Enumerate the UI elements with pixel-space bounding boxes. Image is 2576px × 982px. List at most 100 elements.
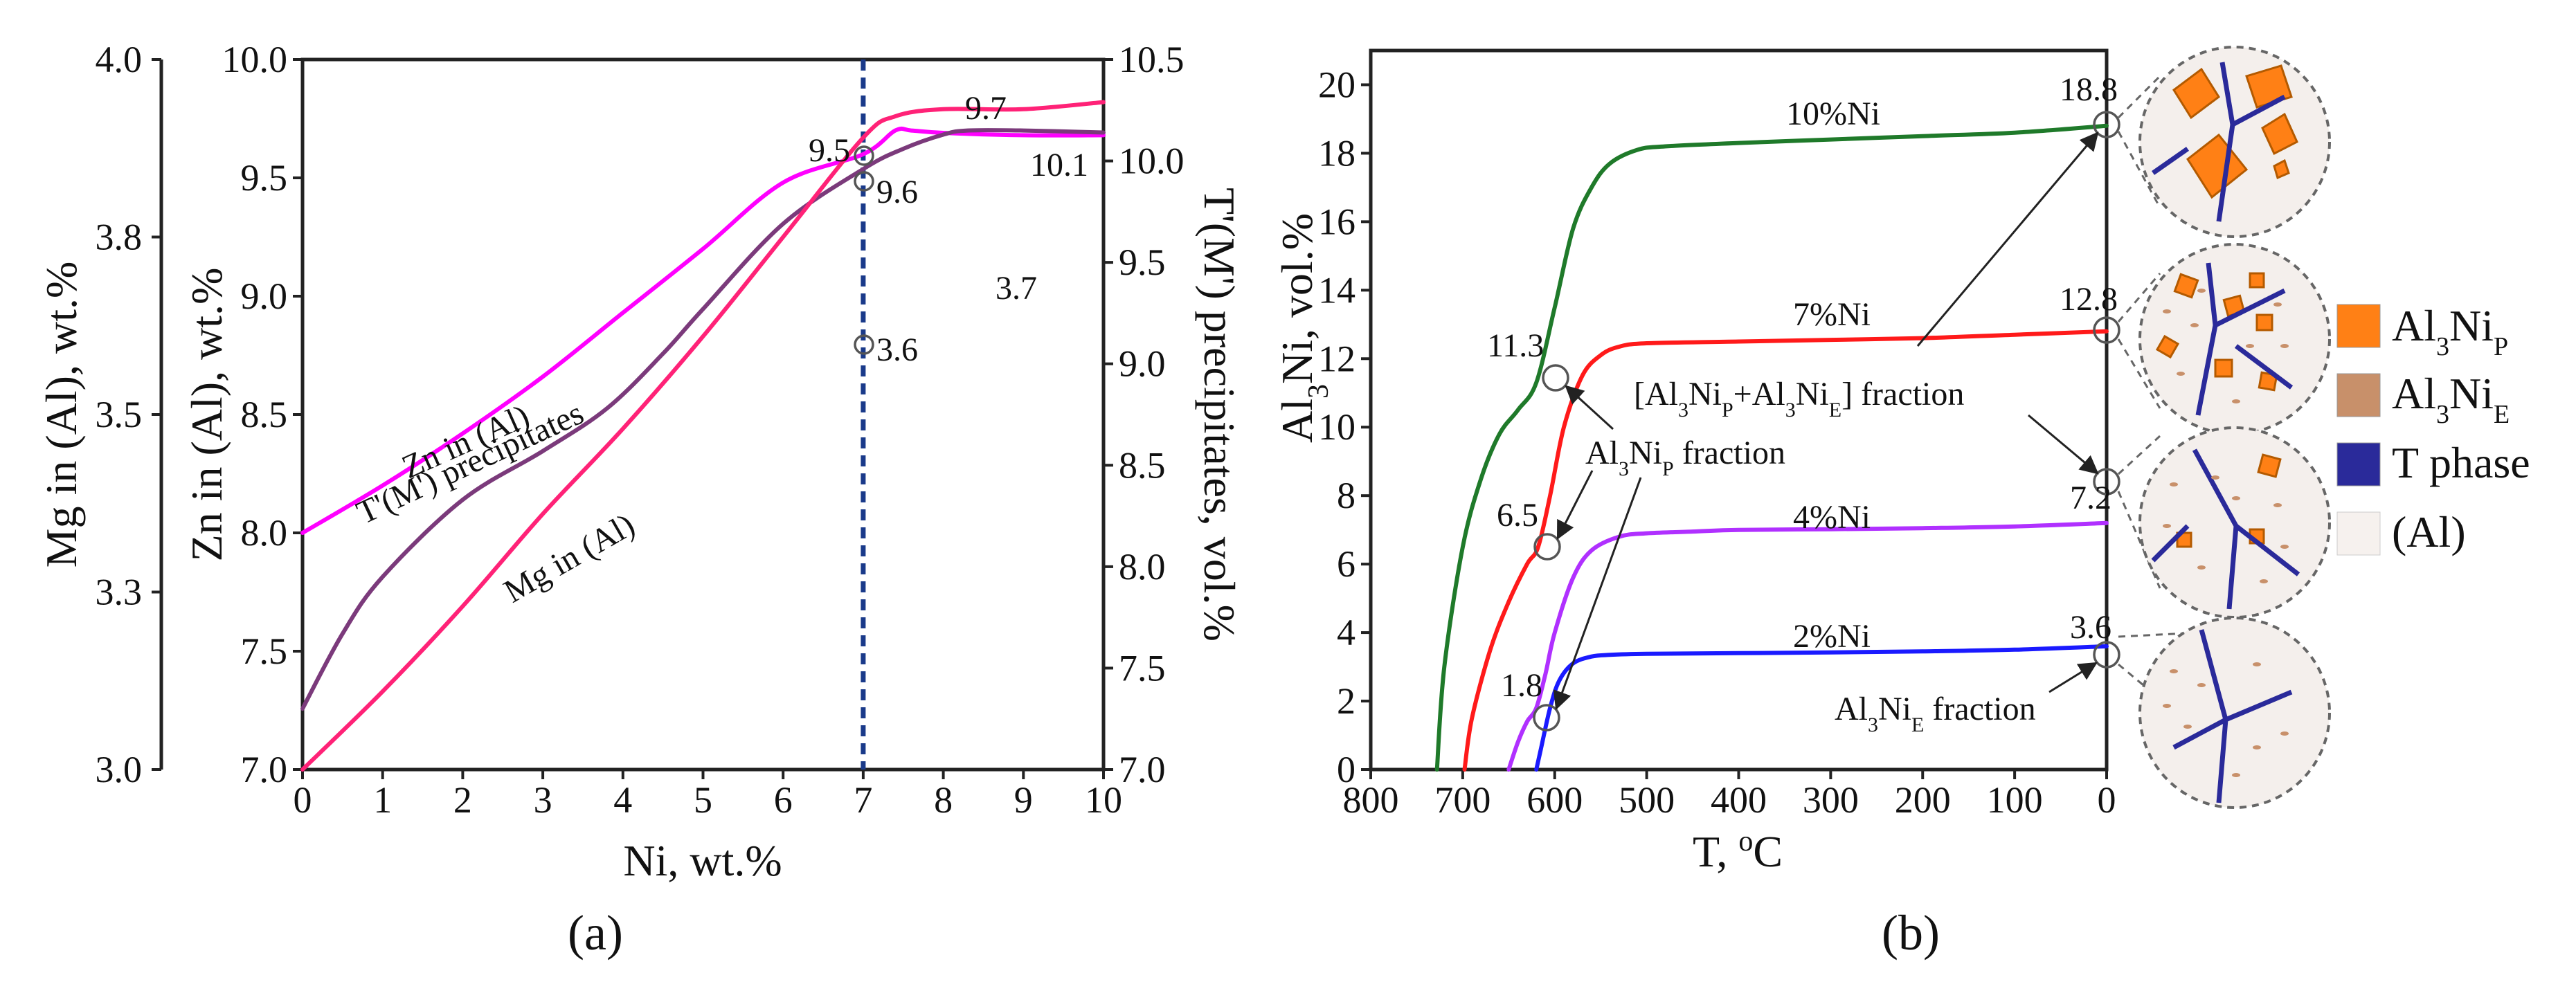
- panel-a-t-tick-label: 9.0: [1119, 343, 1166, 385]
- legend-swatch-al: [2336, 511, 2381, 556]
- panel-a-x-tick-label: 10: [1085, 779, 1122, 821]
- panel-a-x-axis-title: Ni, wt.%: [623, 836, 782, 885]
- panel-a-x-tick-label: 7: [854, 779, 872, 821]
- panel-a-zn-tick-label: 8.5: [241, 394, 288, 435]
- panel-b-annotation-18.8: 18.8: [2060, 71, 2118, 108]
- legend-label-t-phase: T phase: [2392, 438, 2530, 487]
- panel-b-x-axis-title: T, oC: [1693, 826, 1783, 876]
- panel-a-annotation-3.7: 3.7: [996, 270, 1037, 307]
- legend-label-al3ni-e: Al3NiE: [2392, 369, 2510, 429]
- panel-a-t-tick-label: 8.5: [1119, 444, 1166, 486]
- panel-a-mg-ticks: 3.0 3.3 3.5 3.8 4.0: [96, 39, 161, 790]
- panel-a-annotation-3.6: 3.6: [876, 331, 918, 368]
- panel-b-marker-12.8: [2093, 316, 2120, 344]
- panel-b-label: (b): [1882, 905, 1940, 961]
- legend-label-al: (Al): [2392, 507, 2466, 556]
- panel-b-annotation-6.5: 6.5: [1497, 497, 1538, 534]
- panel-a-series-line: [300, 128, 1106, 711]
- panel-b-label-4ni: 4%Ni: [1793, 499, 1871, 536]
- panel-b-marker-11.3: [1542, 364, 1569, 392]
- panel-b-y-tick-label: 12: [1318, 338, 1355, 379]
- panel-a-zn-tick-label: 10.0: [222, 39, 288, 80]
- panel-b-marker-1.8: [1533, 704, 1560, 731]
- panel-a-curves: [300, 100, 1106, 772]
- panel-a-t-tick-label: 10.0: [1119, 140, 1185, 182]
- panel-a-x-tick-label: 2: [453, 779, 472, 821]
- panel-a-x-tick-label: 6: [774, 779, 793, 821]
- panel-b-y-tick-label: 10: [1318, 406, 1355, 448]
- microstructure-4ni: [2138, 426, 2331, 619]
- microstructure-10ni: [2138, 46, 2331, 238]
- panel-b-arrow-eutectic-to-3.6: [2048, 662, 2098, 693]
- panel-a-zn-ticks: 7.0 7.5 8.0 8.5 9.0 9.5 10.0: [222, 39, 303, 790]
- panel-a-zn-tick-label: 9.0: [241, 275, 288, 317]
- panel-a-x-tick-label: 3: [534, 779, 552, 821]
- panel-b-annotation-12.8: 12.8: [2060, 281, 2118, 318]
- panel-a-mg-tick-label: 3.5: [96, 394, 143, 435]
- panel-b-arrow-total-to-18.8: [1916, 131, 2099, 347]
- microstructure-7ni: [2138, 243, 2331, 435]
- panel-a-zn-axis-title: Zn in (Al), wt.%: [182, 268, 231, 562]
- panel-a-mg-curve-label: Mg in (Al): [498, 507, 641, 610]
- panel-b-y-tick-label: 0: [1337, 749, 1355, 790]
- panel-b-x-tick-label: 500: [1619, 779, 1675, 821]
- panel-a-t-tick-label: 8.0: [1119, 546, 1166, 588]
- panel-b-y-tick-label: 8: [1337, 475, 1355, 516]
- panel-b-arrow-primary-to-1.8: [1553, 477, 1642, 711]
- panel-b-x-tick-label: 700: [1434, 779, 1490, 821]
- microstructure-illustrations: [2117, 46, 2331, 809]
- panel-a-annotation-9.5: 9.5: [809, 132, 850, 169]
- legend: Al3NiP Al3NiE T phase (Al): [2336, 301, 2530, 556]
- panel-b-y-tick-label: 16: [1318, 201, 1355, 242]
- panel-a-x-tick-label: 1: [373, 779, 392, 821]
- legend-label-al3ni-p: Al3NiP: [2392, 301, 2508, 361]
- panel-a-t-tick-label: 7.0: [1119, 749, 1166, 790]
- panel-b-marker-7.2: [2093, 468, 2120, 495]
- panel-a-x-ticks: 0 1 2 3 4 5 6 7 8 9 10: [294, 770, 1122, 821]
- panel-b-marker-6.5: [1533, 533, 1561, 561]
- leader-lines-10ni: [2117, 75, 2161, 208]
- panel-a-annotation-9.6: 9.6: [876, 174, 918, 210]
- panel-a-plot-frame: [300, 57, 1106, 772]
- panel-b-annotation-7.2: 7.2: [2070, 480, 2111, 516]
- panel-b-annotation-3.6: 3.6: [2070, 609, 2111, 646]
- panel-b-eutectic-fraction-label: Al3NiE fraction: [1835, 691, 2036, 736]
- legend-swatch-t-phase: [2336, 442, 2381, 487]
- panel-b-arrow-primary-to-6.5: [1556, 470, 1594, 540]
- panel-b-series-line: [1434, 123, 2109, 772]
- panel-a-t-tick-label: 10.5: [1119, 39, 1185, 80]
- panel-a-zn-tick-label: 8.0: [241, 512, 288, 554]
- panel-a-marker-zn: [854, 145, 874, 166]
- panel-b-label-7ni: 7%Ni: [1793, 296, 1871, 333]
- panel-a-t-ticks: 7.0 7.5 8.0 8.5 9.0 9.5 10.0 10.5: [1104, 39, 1185, 790]
- panel-a-t-tick-label: 9.5: [1119, 242, 1166, 283]
- panel-b-y-tick-label: 18: [1318, 132, 1355, 174]
- leader-lines-2ni: [2118, 632, 2188, 700]
- panel-b-series-line: [1462, 329, 2109, 772]
- panel-b-x-tick-label: 600: [1526, 779, 1583, 821]
- leader-lines-4ni: [2117, 435, 2161, 589]
- panel-a-mg-tick-label: 3.8: [96, 217, 143, 258]
- panel-b-x-tick-label: 200: [1895, 779, 1951, 821]
- panel-b-chart: 0 2 4 6 8 10 12 14 16 18 20 800 700 600 500 400 300 200 1…: [1272, 48, 2120, 961]
- panel-b-annotation-11.3: 11.3: [1487, 327, 1544, 364]
- panel-b-y-tick-label: 20: [1318, 64, 1355, 105]
- panel-a-annotation-10.1: 10.1: [1030, 147, 1088, 183]
- panel-a-mg-tick-label: 4.0: [96, 39, 143, 80]
- panel-b-arrow-total-to-7.2: [2028, 414, 2099, 475]
- panel-b-x-tick-label: 400: [1711, 779, 1767, 821]
- panel-b-arrow-primary-to-11.3: [1565, 385, 1614, 430]
- panel-b-x-ticks: 800 700 600 500 400 300 200 100 0: [1343, 770, 2116, 821]
- panel-b-marker-18.8: [2093, 111, 2120, 138]
- panel-b-y-tick-label: 2: [1337, 680, 1355, 722]
- panel-a-marker-mg: [854, 334, 874, 355]
- panel-a-mg-tick-label: 3.0: [96, 749, 143, 790]
- panel-b-y-ticks: 0 2 4 6 8 10 12 14 16 18 20: [1318, 64, 1371, 790]
- panel-a-zn-tick-label: 7.5: [241, 630, 288, 672]
- panel-b-total-fraction-label: [Al3NiP+Al3NiE] fraction: [1634, 376, 1964, 421]
- panel-a-series-line: [300, 100, 1106, 772]
- panel-a-zn-tick-label: 7.0: [241, 749, 288, 790]
- panel-a-zn-tick-label: 9.5: [241, 157, 288, 199]
- panel-a-annotation-9.7: 9.7: [965, 90, 1007, 127]
